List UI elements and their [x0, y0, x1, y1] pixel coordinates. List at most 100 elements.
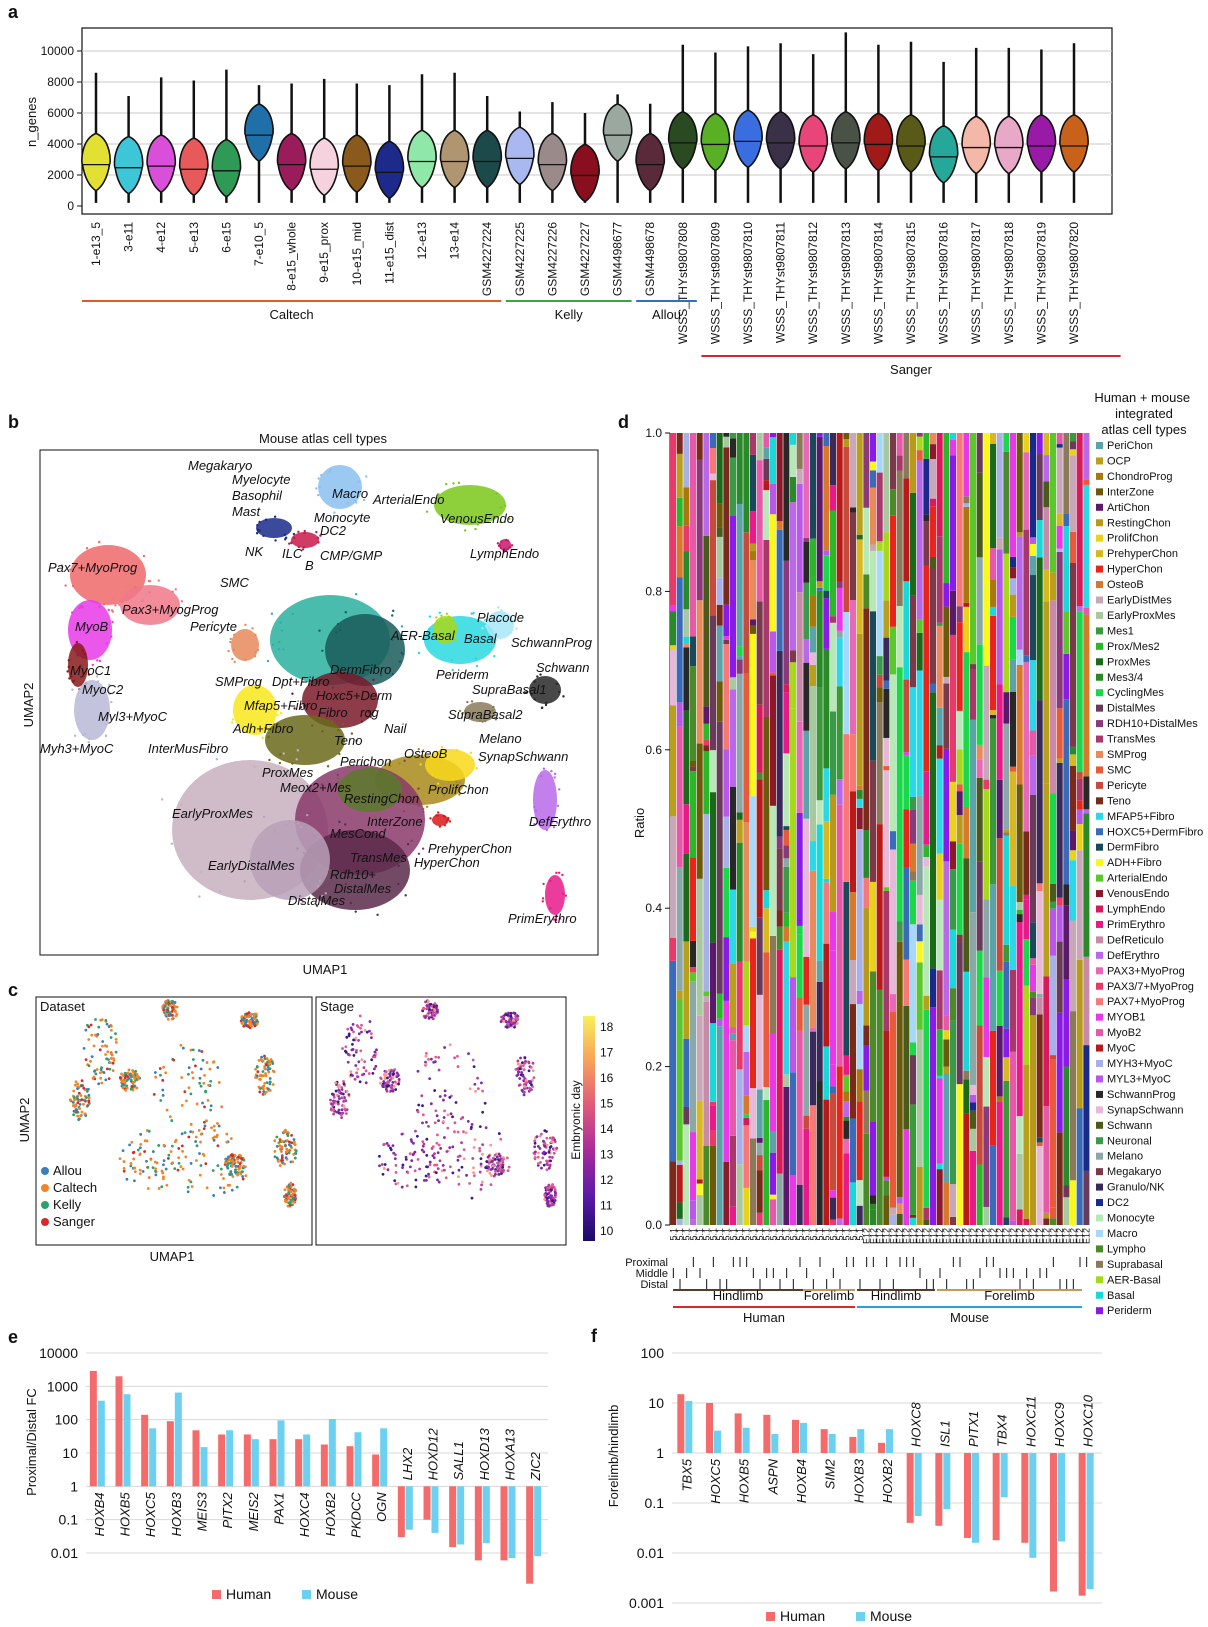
umap-point	[186, 1185, 190, 1189]
stacked-bar-segment	[890, 849, 897, 995]
umap-point	[373, 1050, 377, 1054]
umap-point	[468, 1087, 472, 1091]
stacked-bar-segment	[810, 626, 817, 653]
stacked-bar-segment	[770, 1199, 777, 1225]
umap-point	[481, 720, 484, 723]
stacked-bar-segment	[803, 541, 810, 583]
stacked-bar-segment	[1063, 653, 1070, 700]
legend-label: Sanger	[53, 1214, 96, 1229]
stacked-bar-segment	[903, 679, 910, 753]
umap-point	[422, 1007, 425, 1011]
umap-point	[401, 1166, 404, 1169]
stacked-bar-segment	[1070, 850, 1077, 861]
legend-label: DefReticulo	[1107, 934, 1164, 946]
umap-point	[351, 1022, 355, 1026]
umap-point	[374, 807, 377, 810]
umap-point	[332, 1095, 336, 1099]
stacked-bar-segment	[950, 1020, 957, 1185]
umap-point	[432, 1060, 436, 1064]
umap-point	[542, 1150, 546, 1154]
stacked-bar-segment	[963, 1113, 970, 1225]
umap-point	[87, 1038, 91, 1041]
umap-point	[553, 1191, 557, 1195]
umap-point	[114, 1038, 118, 1041]
umap-point	[383, 1163, 387, 1166]
umap-point	[340, 1092, 343, 1095]
umap-point	[254, 1076, 257, 1079]
umap-point	[348, 1053, 351, 1057]
umap-point	[385, 1085, 389, 1088]
umap-point	[114, 604, 117, 607]
umap-point	[524, 1078, 528, 1082]
stacked-bar-segment	[676, 497, 683, 527]
umap-point	[359, 1026, 362, 1030]
stacked-bar-segment	[763, 716, 770, 891]
umap-point	[464, 709, 467, 713]
umap-point	[438, 825, 442, 828]
stacked-bar-segment	[923, 521, 930, 566]
stacked-bar-segment	[723, 867, 730, 938]
umap-point	[412, 1152, 416, 1156]
umap-point	[346, 1027, 350, 1031]
umap-point	[291, 1200, 295, 1204]
umap-point	[532, 1076, 536, 1080]
umap-point	[173, 1009, 177, 1013]
sample-label: WSSS_THYst9807820	[1067, 222, 1081, 344]
cell-type-label: SupraBasal1	[472, 682, 546, 697]
bar	[474, 1486, 482, 1561]
umap-point	[460, 712, 464, 715]
umap-point	[127, 1077, 131, 1080]
umap-point	[253, 765, 256, 769]
umap-point	[82, 733, 85, 737]
bar	[508, 1486, 516, 1559]
umap-point	[123, 1083, 126, 1087]
umap-point	[138, 1172, 142, 1176]
umap-point	[496, 1161, 499, 1165]
bar-tick-label: 5.1	[715, 1228, 725, 1241]
stacked-bar-segment	[950, 781, 957, 842]
stacked-bar-segment	[816, 981, 823, 1082]
umap-point	[429, 1102, 433, 1106]
umap-point	[213, 1135, 216, 1139]
umap-point	[82, 1102, 85, 1106]
umap-point	[73, 734, 77, 737]
colorbar-tick-label: 14	[600, 1122, 614, 1136]
stacked-bar-segment	[963, 503, 970, 507]
umap-point	[175, 1013, 179, 1016]
stacked-bar-segment	[796, 997, 803, 1031]
umap-point	[502, 1017, 506, 1021]
umap-point	[435, 814, 438, 817]
umap-point	[120, 1080, 124, 1083]
bar-tick-label: 5.1	[722, 1228, 732, 1241]
umap-point	[164, 1167, 168, 1171]
legend-label: Allou	[53, 1163, 82, 1178]
stacked-bar-segment	[770, 1152, 777, 1195]
panel-a-frame	[81, 27, 1113, 215]
legend-swatch	[1096, 1260, 1103, 1268]
umap-point	[519, 1056, 522, 1060]
stacked-bar-segment	[676, 433, 683, 454]
stacked-bar-segment	[923, 857, 930, 867]
stacked-bar-segment	[1036, 883, 1043, 892]
umap-point	[494, 1157, 497, 1161]
umap-point	[229, 1161, 233, 1165]
umap-point	[466, 1119, 470, 1123]
umap-point	[157, 579, 160, 582]
stacked-bar-segment	[703, 996, 710, 1002]
stacked-bar-segment	[803, 1115, 810, 1129]
umap-point	[362, 1066, 366, 1070]
umap-point	[414, 1185, 418, 1189]
umap-point	[357, 1032, 361, 1036]
umap-point	[277, 722, 280, 726]
umap-point	[279, 1150, 283, 1153]
umap-point	[416, 1110, 420, 1114]
gene-label: ASPN	[765, 1458, 780, 1495]
stacked-bar-segment	[963, 652, 970, 807]
violin-body	[146, 134, 177, 194]
stacked-bar-segment	[796, 1030, 803, 1185]
legend-label: SynapSchwann	[1107, 1104, 1183, 1116]
umap-point	[434, 1109, 438, 1113]
legend-swatch	[1096, 596, 1103, 604]
umap-point	[435, 1114, 439, 1118]
stacked-bar-segment	[963, 606, 970, 653]
